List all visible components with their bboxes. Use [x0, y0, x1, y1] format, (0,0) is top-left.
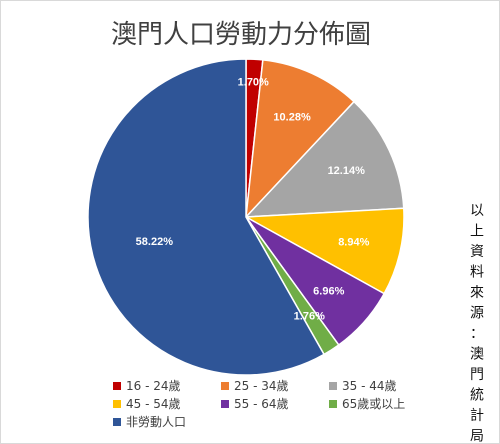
- legend-swatch-other: [113, 418, 121, 426]
- pie-slice-other: [87, 58, 326, 376]
- source-note-char: 澳: [470, 347, 484, 363]
- source-note-char: 局: [470, 429, 484, 444]
- pie-slice-35-44: [244, 100, 405, 218]
- slice-label-16-24: 1.70%: [238, 76, 269, 88]
- legend-label-35-44: 35 - 44歲: [342, 379, 397, 393]
- source-note-char: 計: [470, 408, 484, 424]
- legend-swatch-16-24: [113, 382, 121, 390]
- slice-label-65: 1.76%: [294, 310, 325, 322]
- legend-swatch-65: [329, 400, 337, 408]
- source-note-char: ：: [470, 326, 484, 342]
- source-note-char: 來: [470, 285, 484, 301]
- source-note-char: 門: [470, 367, 484, 383]
- slice-labels: 1.70% 10.28% 12.14% 8.94% 6.96% 1.76% 58.22%: [136, 76, 370, 322]
- slice-label-35-44: 12.14%: [328, 165, 366, 177]
- legend-label-45-54: 45 - 54歲: [126, 397, 181, 411]
- slice-label-other: 58.22%: [136, 236, 174, 248]
- legend-label-16-24: 16 - 24歲: [126, 379, 181, 393]
- source-note-char: 源: [470, 306, 484, 322]
- legend-label-65: 65歲或以上: [342, 397, 405, 411]
- slice-label-25-34: 10.28%: [273, 111, 311, 123]
- slice-label-55-64: 6.96%: [313, 285, 344, 297]
- legend-swatch-45-54: [113, 400, 121, 408]
- slice-label-45-54: 8.94%: [338, 237, 369, 249]
- pie-slice-25-34: [245, 59, 356, 220]
- legend-swatch-25-34: [221, 382, 229, 390]
- legend-label-25-34: 25 - 34歲: [234, 379, 289, 393]
- source-note-char: 以: [470, 203, 484, 219]
- source-note-char: 統: [470, 388, 484, 404]
- source-note-char: 料: [470, 265, 484, 281]
- legend: 16 - 24歲 25 - 34歲 35 - 44歲 45 - 54歲 55 - 64歲…: [113, 379, 405, 429]
- source-note-char: 上: [470, 224, 484, 240]
- legend-swatch-35-44: [329, 382, 337, 390]
- source-note-char: 資: [470, 244, 484, 260]
- chart-title: 澳門人口勞動力分佈圖: [111, 20, 371, 50]
- legend-swatch-55-64: [221, 400, 229, 408]
- legend-label-55-64: 55 - 64歲: [234, 397, 289, 411]
- pie-slice-45-54: [243, 207, 405, 295]
- legend-label-other: 非勞動人口: [126, 415, 186, 429]
- pie-slices: [87, 58, 405, 376]
